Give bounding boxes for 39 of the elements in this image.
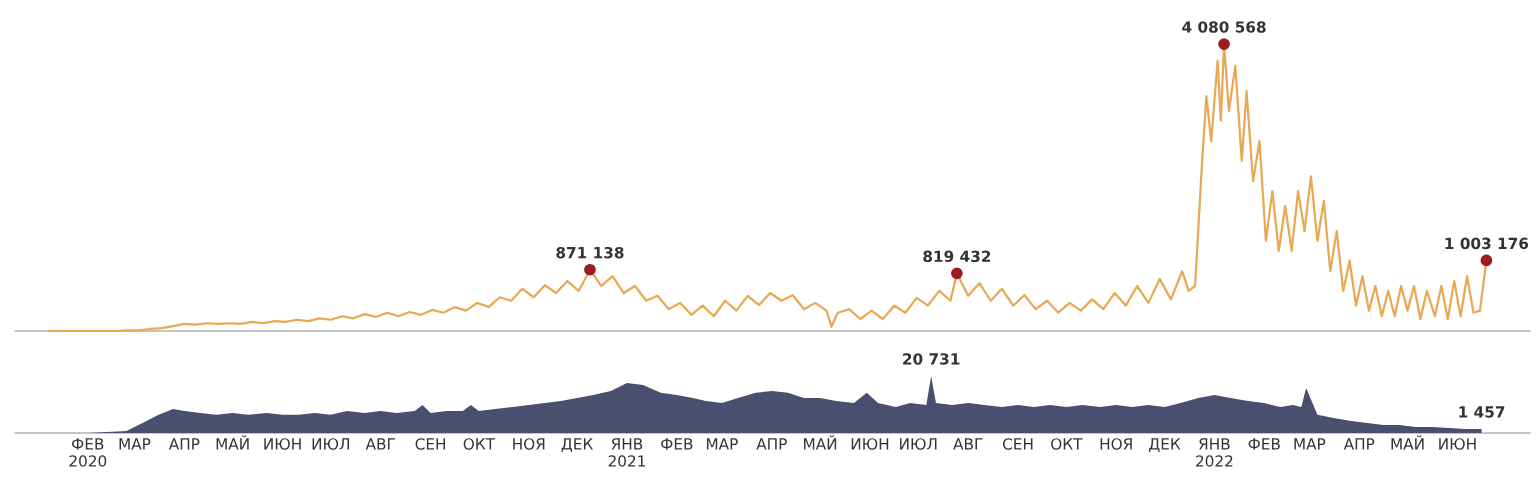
point: [951, 267, 963, 280]
x-tick-label: АПР: [1343, 438, 1375, 450]
x-tick-label: АВГ: [953, 438, 983, 450]
x-tick-label: НОЯ: [513, 438, 545, 450]
x-tick-label: МАР: [706, 438, 738, 450]
x-tick-label: МАР: [1294, 438, 1326, 450]
x-tick-label: ОКТ: [1051, 438, 1083, 450]
x-tick-label: ЯНВ 2021: [608, 438, 645, 467]
x-tick-label: ИЮН: [1439, 438, 1476, 450]
x-tick-label: МАЙ: [804, 435, 837, 450]
x-tick-label: ЯНВ 2022: [1196, 438, 1233, 467]
x-tick-label: ФЕВ 2020: [69, 438, 107, 467]
x-tick-label: НОЯ: [1100, 438, 1132, 450]
data-label: 1 003 176: [1445, 237, 1529, 250]
x-tick-label: ДЕК: [561, 438, 593, 452]
x-tick-label: ДЕК: [1149, 438, 1181, 452]
x-tick-label: СЕН: [1003, 438, 1033, 450]
x-tick-label: МАЙ: [216, 435, 249, 450]
x-tick-label: ФЕВ: [661, 438, 693, 450]
data-label: 4 080 568: [1182, 21, 1266, 33]
x-tick-label: ИЮЛ: [312, 438, 350, 450]
x-tick-label: ФЕВ: [1248, 438, 1280, 450]
x-tick-label: МАЙ: [1391, 435, 1424, 450]
x-tick-label: ОКТ: [463, 438, 496, 450]
data-label: 1 457: [1459, 406, 1505, 418]
x-tick-label: АПР: [168, 438, 200, 450]
x-tick-label: СЕН: [415, 438, 445, 450]
x-tick-label: МАР: [119, 438, 151, 450]
x-tick-label: ИЮН: [851, 438, 889, 450]
x-tick-label: ИЮЛ: [900, 438, 937, 450]
point: [1218, 38, 1230, 50]
data-label: 819 432: [923, 250, 991, 263]
data-label: 20 731: [903, 353, 960, 365]
point: [584, 263, 596, 276]
x-tick-label: АВГ: [365, 438, 395, 450]
x-tick-label: АПР: [756, 438, 787, 450]
point: [1480, 254, 1493, 267]
data-label: 871 138: [556, 246, 624, 259]
x-tick-label: ИЮН: [264, 438, 301, 450]
